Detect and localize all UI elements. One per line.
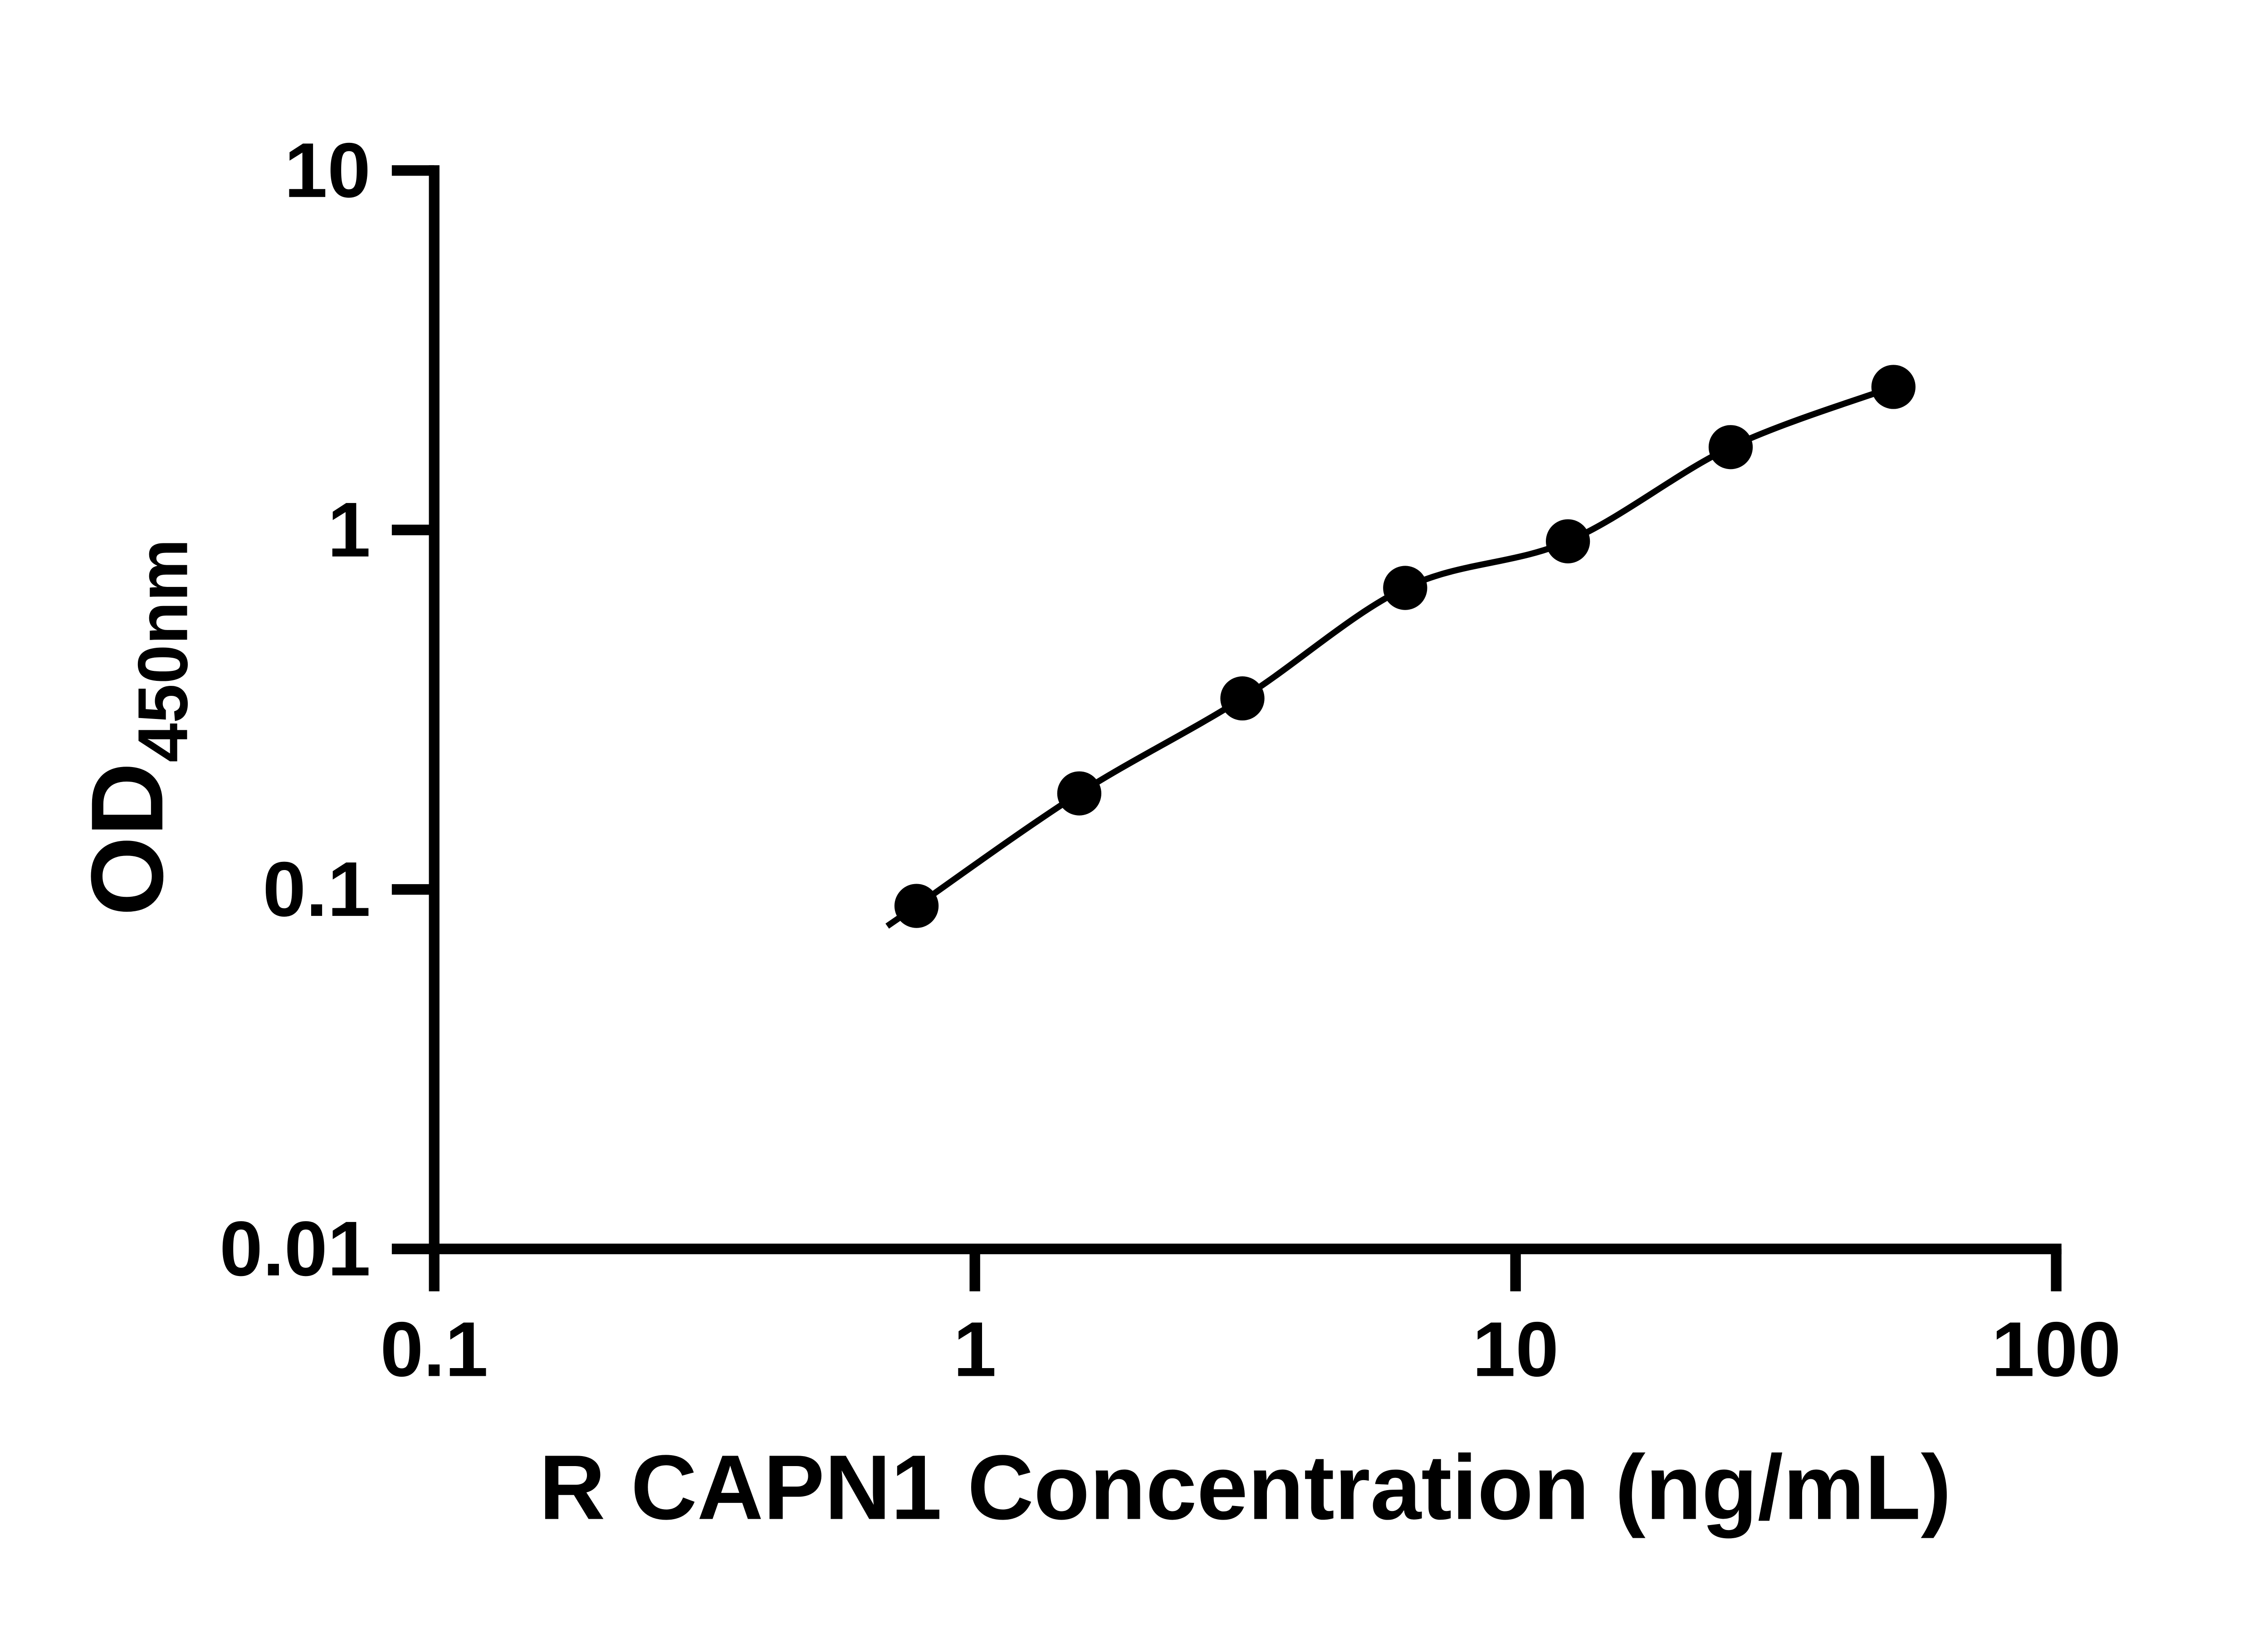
y-tick-label: 0.01	[220, 1206, 371, 1292]
x-tick-label: 100	[1991, 1306, 2121, 1393]
x-axis-title: R CAPN1 Concentration (ng/mL)	[539, 1436, 1951, 1539]
x-tick-label: 10	[1472, 1306, 1559, 1393]
data-point	[1708, 425, 1753, 469]
x-tick-label: 0.1	[380, 1306, 488, 1393]
x-tick-label: 1	[953, 1306, 997, 1393]
y-tick-label: 1	[327, 487, 371, 573]
y-tick-label: 10	[284, 127, 371, 214]
fit-curve	[885, 384, 1895, 929]
y-axis-title: OD450nm	[70, 539, 202, 916]
data-point	[1220, 676, 1265, 721]
data-point	[1057, 771, 1101, 816]
data-point	[1545, 519, 1590, 563]
data-point	[1871, 365, 1916, 409]
y-tick-label: 0.1	[263, 846, 371, 933]
data-point	[894, 884, 939, 928]
data-point	[1383, 566, 1427, 610]
